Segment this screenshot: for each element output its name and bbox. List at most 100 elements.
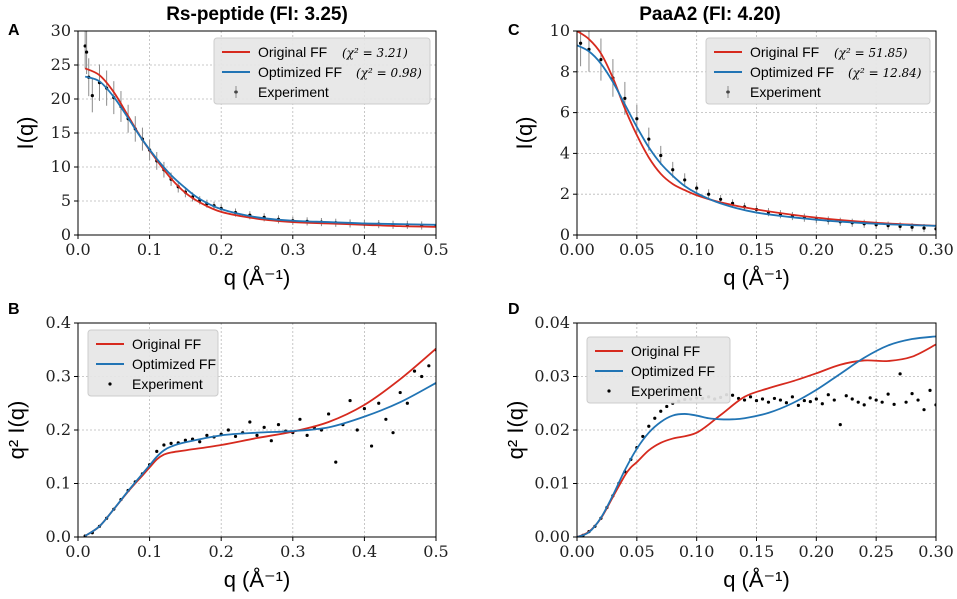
y-tick-label: 10 bbox=[51, 157, 71, 176]
legend: Original FF Optimized FF Experiment bbox=[87, 329, 219, 397]
panel-C: C PaaA2 (FI: 4.20) 0.00 0.05 0.10 0.15 0.20 0.2… bbox=[508, 4, 954, 290]
legend-chi: (χ² = 51.85) bbox=[834, 46, 908, 60]
legend-label: Original FF bbox=[258, 44, 327, 60]
legend-label: Optimized FF bbox=[631, 363, 715, 379]
legend-chi: (χ² = 12.84) bbox=[848, 66, 922, 80]
x-tick-label: 0.1 bbox=[137, 542, 162, 561]
experiment-point bbox=[671, 168, 675, 172]
experiment-point bbox=[730, 393, 735, 397]
plot-area bbox=[577, 31, 936, 233]
experiment-point bbox=[820, 402, 824, 406]
y-tick-label: 0.0 bbox=[46, 527, 71, 546]
x-tick-label: 0.10 bbox=[679, 542, 715, 561]
experiment-point bbox=[665, 404, 669, 409]
experiment-point bbox=[880, 400, 884, 404]
x-axis-label: q (Å⁻¹) bbox=[224, 567, 291, 592]
x-tick-label: 0.15 bbox=[739, 240, 775, 259]
experiment-point bbox=[305, 433, 309, 437]
experiment-point bbox=[790, 395, 795, 399]
experiment-point bbox=[298, 417, 302, 421]
experiment-point bbox=[844, 394, 848, 398]
experiment-point bbox=[784, 401, 789, 405]
experiment-point bbox=[832, 398, 836, 402]
experiment-point bbox=[898, 372, 902, 376]
optimized-ff-curve bbox=[84, 382, 436, 537]
legend-box bbox=[213, 37, 431, 105]
x-tick-label: 0.5 bbox=[423, 240, 448, 259]
x-tick-label: 0.20 bbox=[799, 240, 835, 259]
experiment-point bbox=[226, 428, 230, 432]
x-tick-label: 0.30 bbox=[918, 542, 954, 561]
x-tick-label: 0.05 bbox=[619, 240, 655, 259]
experiment-point bbox=[162, 443, 166, 447]
experiment-point bbox=[659, 153, 663, 158]
legend-label: Optimized FF bbox=[750, 64, 834, 80]
experiment-point bbox=[659, 409, 663, 413]
experiment-point bbox=[269, 439, 273, 443]
experiment-point bbox=[695, 186, 699, 190]
legend-marker-experiment bbox=[607, 389, 611, 393]
experiment-point bbox=[892, 402, 896, 406]
experiment-point bbox=[348, 398, 352, 403]
experiment-point bbox=[599, 57, 603, 62]
experiment-point bbox=[355, 428, 359, 432]
panel-A: A Rs-peptide (FI: 3.25) 0.0 0.1 0.2 0.3 0.4 0.5… bbox=[8, 4, 449, 290]
experiment-point bbox=[778, 398, 783, 402]
y-axis-label: I(q) bbox=[13, 117, 38, 150]
experiment-point bbox=[233, 434, 238, 439]
x-tick-label: 0.25 bbox=[858, 542, 894, 561]
experiment-point bbox=[391, 431, 395, 435]
experiment-point bbox=[276, 423, 281, 427]
y-tick-label: 2 bbox=[560, 184, 570, 203]
experiment-point bbox=[814, 397, 818, 401]
experiment-point bbox=[850, 397, 854, 401]
optimized-ff-curve bbox=[577, 44, 936, 227]
legend-label: Experiment bbox=[132, 376, 203, 392]
y-tick-label: 0.3 bbox=[46, 367, 71, 386]
experiment-point bbox=[862, 403, 866, 407]
experiment-point bbox=[198, 440, 202, 444]
panel-B: B 0.0 0.1 0.2 0.3 0.4 0.5 0.0 0.1 0.2 0.3 0.4 q (Å⁻¹… bbox=[4, 301, 449, 592]
y-tick-label: 0.4 bbox=[46, 313, 71, 332]
legend-label: Original FF bbox=[132, 336, 201, 352]
y-tick-label: 5 bbox=[61, 191, 71, 210]
experiment-point bbox=[754, 398, 759, 403]
experiment-point bbox=[707, 192, 711, 196]
panel-letter: D bbox=[508, 301, 520, 318]
x-tick-label: 0.10 bbox=[679, 240, 715, 259]
y-tick-label: 20 bbox=[51, 89, 71, 108]
y-tick-label: 0 bbox=[61, 225, 71, 244]
experiment-point bbox=[327, 412, 331, 416]
experiment-point bbox=[84, 50, 89, 54]
optimized-ff-curve bbox=[84, 75, 436, 226]
experiment-point bbox=[405, 401, 409, 405]
experiment-point bbox=[155, 449, 159, 453]
experiment-point bbox=[334, 460, 338, 464]
original-ff-curve bbox=[84, 67, 436, 228]
x-tick-label: 0.25 bbox=[858, 240, 894, 259]
experiment-point bbox=[766, 400, 771, 404]
experiment-point bbox=[910, 392, 914, 396]
legend-box bbox=[586, 336, 731, 404]
y-tick-label: 0.03 bbox=[534, 367, 570, 386]
experiment-point bbox=[796, 403, 800, 407]
experiment-point bbox=[384, 417, 388, 421]
x-tick-label: 0.3 bbox=[280, 240, 305, 259]
legend: Original FF Optimized FF Experiment bbox=[586, 336, 731, 404]
experiment-point bbox=[910, 225, 914, 229]
x-tick-label: 0.2 bbox=[208, 240, 233, 259]
y-tick-label: 0.1 bbox=[46, 474, 71, 493]
x-tick-label: 0.15 bbox=[739, 542, 775, 561]
legend: Original FF (χ² = 3.21)Optimized FF (χ² = … bbox=[213, 37, 431, 105]
experiment-point bbox=[748, 395, 753, 399]
y-tick-label: 8 bbox=[560, 62, 570, 81]
legend-marker-experiment bbox=[108, 382, 112, 386]
legend-label: Experiment bbox=[750, 84, 821, 100]
y-tick-label: 0 bbox=[560, 225, 570, 244]
x-axis-label: q (Å⁻¹) bbox=[224, 265, 291, 290]
legend-label: Experiment bbox=[258, 84, 329, 100]
x-tick-label: 0.05 bbox=[619, 542, 655, 561]
optimized-ff-curve bbox=[577, 335, 936, 537]
x-tick-label: 0.5 bbox=[423, 542, 448, 561]
